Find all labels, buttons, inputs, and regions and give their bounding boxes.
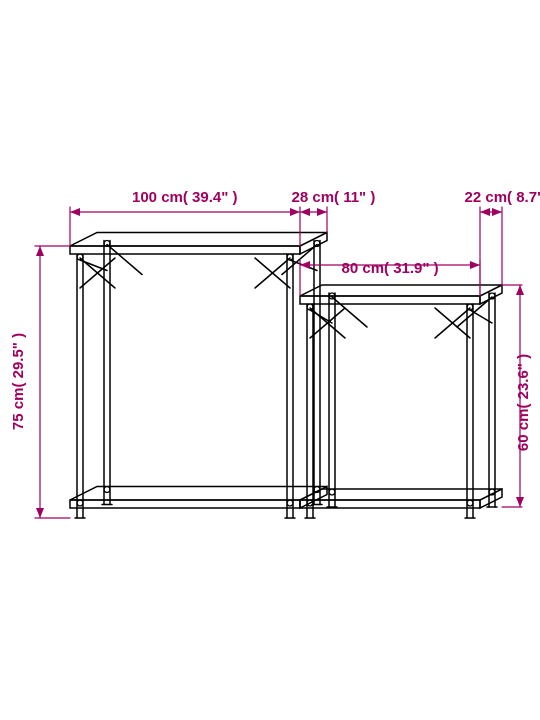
dim-width-80: 80 cm( 31.9" ) xyxy=(342,261,439,276)
dim-width-28: 28 cm( 11" ) xyxy=(292,190,376,205)
drawing-canvas xyxy=(0,0,540,720)
dim-height-75: 75 cm( 29.5" ) xyxy=(11,333,26,430)
dim-height-60: 60 cm( 23.6" ) xyxy=(516,354,531,451)
dim-width-22: 22 cm( 8.7" ) xyxy=(465,190,540,205)
dim-width-100: 100 cm( 39.4" ) xyxy=(132,190,238,205)
